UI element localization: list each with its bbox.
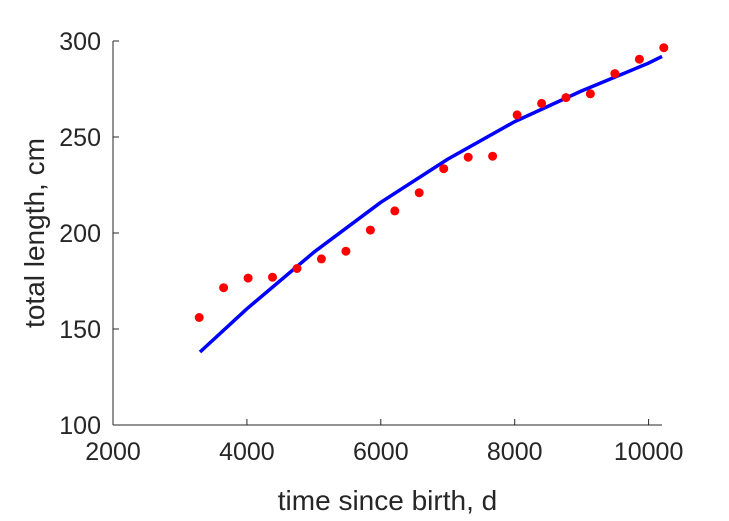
data-point xyxy=(561,93,571,103)
fit-line xyxy=(198,54,663,354)
data-point xyxy=(268,272,277,282)
y-tick-label: 250 xyxy=(59,124,101,152)
y-tick-label: 300 xyxy=(59,28,101,56)
data-point xyxy=(439,164,449,174)
x-tick-label: 10000 xyxy=(614,438,684,466)
plot-area xyxy=(194,43,669,354)
x-ticks: 2000 4000 6000 8000 10000 xyxy=(85,419,683,466)
x-tick-label: 8000 xyxy=(487,438,543,466)
data-point xyxy=(316,254,326,264)
x-tick-label: 6000 xyxy=(353,438,409,466)
x-axis-label: time since birth, d xyxy=(278,485,497,516)
data-point xyxy=(512,110,522,120)
data-point xyxy=(659,43,669,53)
y-axis-label: total length, cm xyxy=(19,138,50,328)
x-tick-label: 2000 xyxy=(85,438,141,466)
data-point xyxy=(219,283,229,293)
y-tick-label: 200 xyxy=(59,220,101,248)
axes: 2000 4000 6000 8000 10000 100 150 200 250 300 xyxy=(59,28,683,466)
data-point xyxy=(463,152,473,162)
data-point xyxy=(634,54,644,64)
data-point xyxy=(390,206,400,216)
data-point xyxy=(194,313,204,322)
y-ticks: 100 150 200 250 300 xyxy=(59,28,119,440)
data-point xyxy=(537,98,547,108)
data-point xyxy=(292,264,302,273)
data-point xyxy=(243,273,253,283)
data-point xyxy=(414,188,424,198)
data-point xyxy=(585,89,595,99)
x-tick-label: 4000 xyxy=(219,438,275,466)
data-point xyxy=(341,246,351,256)
y-tick-label: 100 xyxy=(59,412,101,440)
data-point xyxy=(365,225,375,235)
data-point xyxy=(610,69,620,79)
data-point xyxy=(488,151,498,161)
y-tick-label: 150 xyxy=(59,316,101,344)
